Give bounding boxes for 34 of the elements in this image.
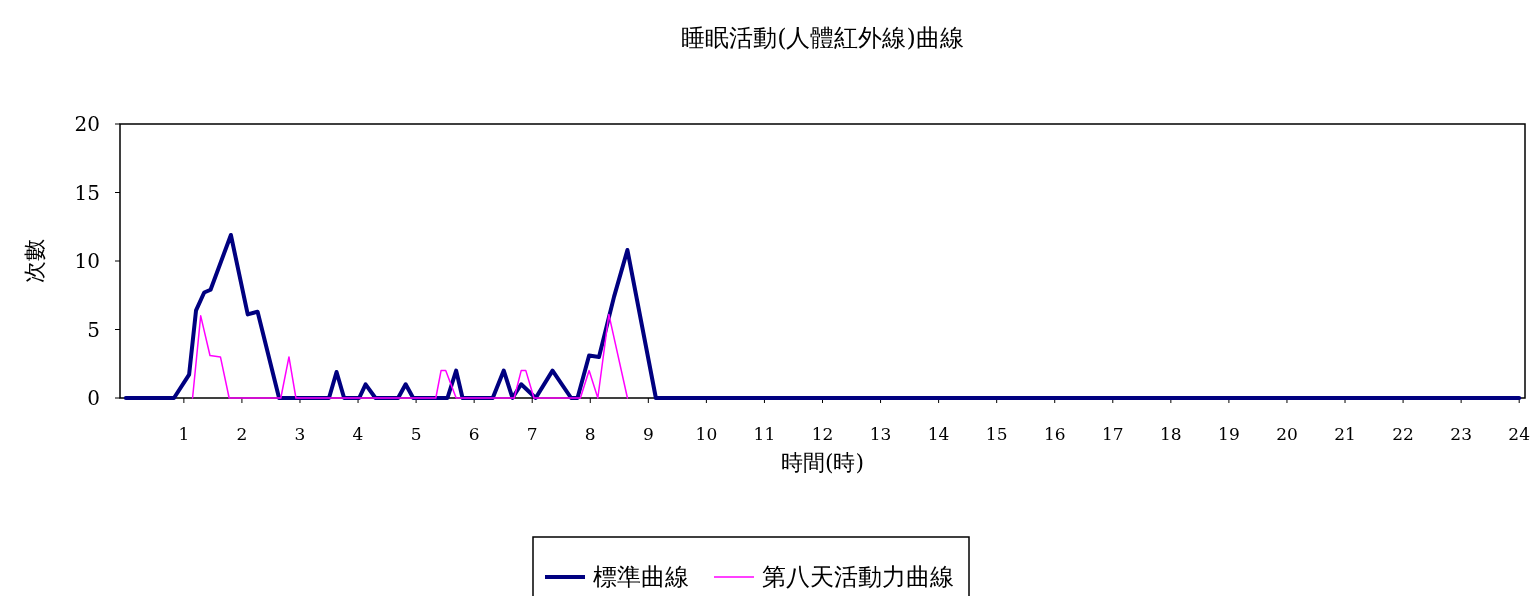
y-tick-label: 5	[87, 317, 100, 342]
legend-label: 標準曲線	[593, 563, 689, 591]
x-tick-label: 22	[1392, 424, 1414, 444]
x-axis-title: 時間(時)	[780, 450, 865, 475]
x-tick-label: 13	[869, 424, 892, 444]
x-tick-label: 20	[1276, 424, 1298, 444]
x-tick-label: 7	[526, 424, 538, 444]
x-tick-label: 15	[985, 424, 1008, 444]
x-tick-label: 9	[642, 424, 654, 444]
y-tick-label: 10	[74, 249, 100, 273]
x-tick-label: 5	[410, 424, 422, 444]
x-tick-label: 12	[811, 424, 834, 444]
x-tick-label: 11	[753, 424, 776, 444]
y-tick-label: 20	[74, 112, 100, 136]
x-tick-label: 10	[695, 424, 718, 444]
x-tick-label: 6	[468, 424, 480, 444]
x-tick-label: 19	[1218, 424, 1240, 444]
y-tick-label: 15	[74, 180, 100, 205]
chart-title: 睡眠活動(人體紅外線)曲線	[681, 24, 964, 52]
x-tick-label: 17	[1101, 424, 1124, 444]
x-tick-label: 21	[1334, 424, 1356, 444]
legend-label: 第八天活動力曲線	[762, 563, 954, 591]
x-tick-label: 4	[352, 424, 364, 444]
x-tick-label: 2	[236, 424, 248, 444]
x-tick-label: 14	[927, 424, 950, 444]
x-tick-label: 3	[294, 424, 306, 444]
x-tick-label: 23	[1450, 424, 1472, 444]
x-tick-label: 18	[1160, 424, 1182, 444]
x-tick-label: 1	[178, 424, 190, 444]
x-tick-label: 24	[1508, 424, 1531, 444]
x-tick-label: 8	[584, 424, 596, 444]
y-axis-title: 次數	[22, 239, 47, 283]
y-tick-label: 0	[87, 386, 100, 410]
x-tick-label: 16	[1043, 424, 1066, 444]
